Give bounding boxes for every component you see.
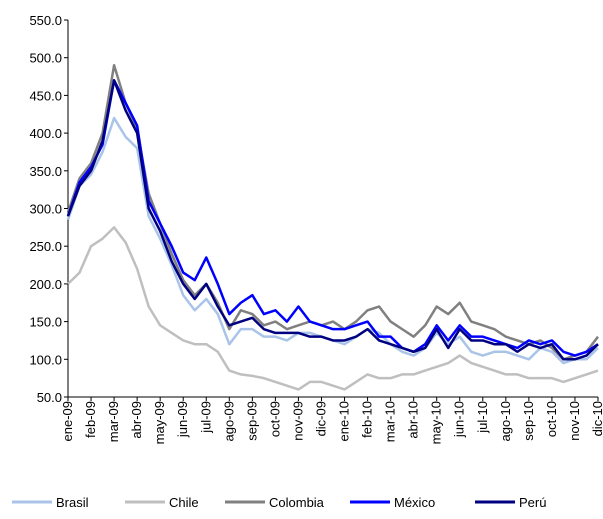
y-tick-label: 350.0 <box>29 164 62 179</box>
x-tick-label: ago-10 <box>498 401 513 441</box>
y-tick-label: 250.0 <box>29 239 62 254</box>
legend-label: Perú <box>519 495 546 510</box>
y-tick-label: 500.0 <box>29 51 62 66</box>
legend-label: Chile <box>169 495 199 510</box>
y-tick-label: 300.0 <box>29 202 62 217</box>
y-tick-label: 50.0 <box>37 390 62 405</box>
series-line <box>66 116 599 365</box>
x-tick-label: dic-09 <box>313 401 328 436</box>
y-tick-label: 450.0 <box>29 88 62 103</box>
y-tick-label: 550.0 <box>29 13 62 28</box>
x-tick-label: jun-09 <box>175 401 190 438</box>
x-tick-label: ene-09 <box>60 401 75 441</box>
series-line <box>67 226 599 391</box>
legend-label: Colombia <box>269 495 325 510</box>
y-tick-label: 150.0 <box>29 315 62 330</box>
x-tick-label: abr-10 <box>406 401 421 439</box>
x-tick-label: oct-09 <box>267 401 282 437</box>
x-tick-label: mar-10 <box>383 401 398 442</box>
x-tick-label: sep-10 <box>521 401 536 441</box>
series-line <box>66 79 599 357</box>
y-tick-label: 200.0 <box>29 277 62 292</box>
x-tick-label: may-09 <box>152 401 167 444</box>
series-line <box>66 79 599 361</box>
y-tick-label: 100.0 <box>29 352 62 367</box>
x-tick-label: nov-09 <box>290 401 305 441</box>
x-tick-label: ago-09 <box>221 401 236 441</box>
x-tick-label: may-10 <box>429 401 444 444</box>
x-tick-label: jul-10 <box>475 401 490 434</box>
x-tick-label: oct-10 <box>544 401 559 437</box>
x-tick-label: nov-10 <box>567 401 582 441</box>
x-tick-label: ene-10 <box>337 401 352 441</box>
x-tick-label: jul-09 <box>198 401 213 434</box>
x-tick-label: abr-09 <box>129 401 144 439</box>
legend-label: Brasil <box>56 495 89 510</box>
x-tick-label: jun-10 <box>452 401 467 438</box>
y-tick-label: 400.0 <box>29 126 62 141</box>
x-tick-label: dic-10 <box>590 401 603 436</box>
x-tick-label: feb-10 <box>360 401 375 438</box>
x-tick-label: sep-09 <box>244 401 259 441</box>
x-tick-label: feb-09 <box>83 401 98 438</box>
x-tick-label: mar-09 <box>106 401 121 442</box>
legend-label: México <box>394 495 435 510</box>
